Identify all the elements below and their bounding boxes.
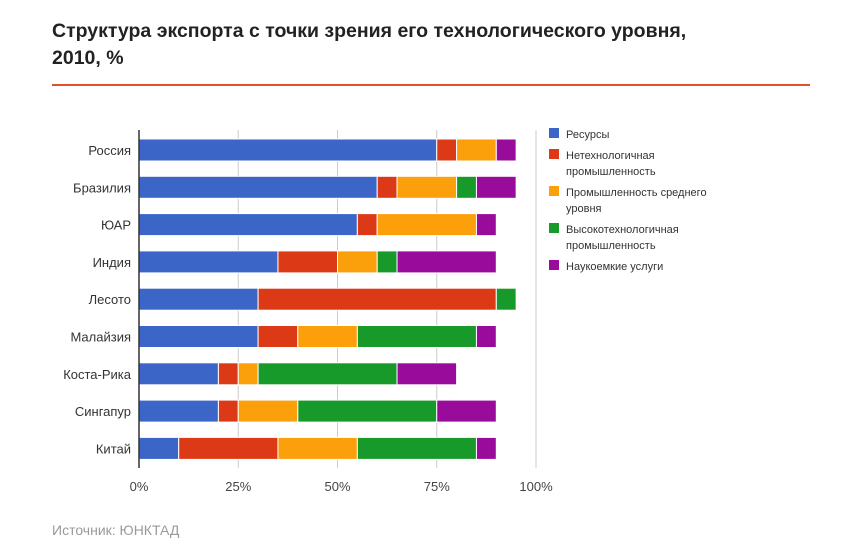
bar-segment (237, 362, 259, 386)
bar-segment (257, 287, 497, 311)
legend-label: промышленность (566, 240, 656, 252)
bar-segment (456, 138, 497, 162)
bar-segment (297, 399, 438, 423)
category-label: Индия (93, 255, 131, 270)
legend-label: Высокотехнологичная (566, 224, 679, 236)
legend-swatch (549, 186, 559, 196)
bar-segment (396, 175, 458, 199)
x-tick-label: 0% (130, 479, 149, 494)
bar-segment (178, 436, 279, 460)
bar-segment (217, 362, 239, 386)
bar-segment (297, 325, 358, 348)
bar-segment (436, 138, 458, 162)
category-label: ЮАР (101, 218, 131, 233)
bar-segment (475, 213, 497, 237)
bar-segment (138, 138, 438, 162)
chart-title-line-2: 2010, % (52, 47, 124, 69)
category-label: Коста-Рика (63, 367, 132, 382)
bar-segment (138, 213, 358, 237)
x-tick-label: 75% (424, 479, 450, 494)
bar-segment (356, 213, 378, 237)
bar-segment (356, 325, 477, 348)
category-label: Бразилия (73, 180, 131, 195)
bar-segment (138, 399, 219, 423)
legend-label: промышленность (566, 166, 656, 178)
bar-segment (217, 399, 239, 423)
x-tick-label: 100% (519, 479, 553, 494)
legend-swatch (549, 128, 559, 138)
bar-segment (495, 287, 517, 311)
bar-segment (257, 325, 299, 348)
bar-segment (436, 399, 497, 423)
legend-label: Нетехнологичная (566, 150, 655, 162)
legend-label: Промышленность среднего (566, 187, 707, 199)
x-tick-label: 25% (225, 479, 251, 494)
chart-title-line-1: Структура экспорта с точки зрения его те… (52, 20, 687, 42)
legend-label: Ресурсы (566, 129, 609, 141)
legend-swatch (549, 149, 559, 159)
bar-segment (376, 250, 398, 274)
bar-segment (138, 436, 180, 460)
category-label: Сингапур (75, 404, 131, 419)
bar-segment (495, 138, 517, 162)
title-divider (52, 84, 810, 86)
bar-segment (475, 436, 497, 460)
category-label: Россия (88, 143, 131, 158)
chart-title: Структура экспорта с точки зрения его те… (52, 18, 812, 72)
bar-segment (257, 362, 398, 386)
legend-swatch (549, 223, 559, 233)
bar-segment (475, 325, 497, 348)
x-tick-label: 50% (324, 479, 350, 494)
bar-segment (475, 175, 517, 199)
category-label: Лесото (89, 292, 131, 307)
bar-segment (337, 250, 378, 274)
bar-segment (396, 250, 497, 274)
bar-segment (277, 436, 358, 460)
bar-segment (138, 175, 378, 199)
bar-segment (277, 250, 339, 274)
category-label: Китай (96, 441, 131, 456)
bar-segment (376, 175, 398, 199)
bar-segment (356, 436, 477, 460)
legend-label: Наукоемкие услуги (566, 261, 663, 273)
bar-segment (456, 175, 477, 199)
legend-label: уровня (566, 203, 602, 215)
bar-segment (396, 362, 458, 386)
bar-segment (237, 399, 299, 423)
bar-segment (376, 213, 477, 237)
source-note: Источник: ЮНКТАД (52, 522, 180, 538)
bar-segment (138, 325, 259, 348)
category-label: Малайзия (70, 330, 131, 345)
bar-segment (138, 250, 279, 274)
bar-segment (138, 287, 259, 311)
legend-swatch (549, 260, 559, 270)
bar-segment (138, 362, 219, 386)
